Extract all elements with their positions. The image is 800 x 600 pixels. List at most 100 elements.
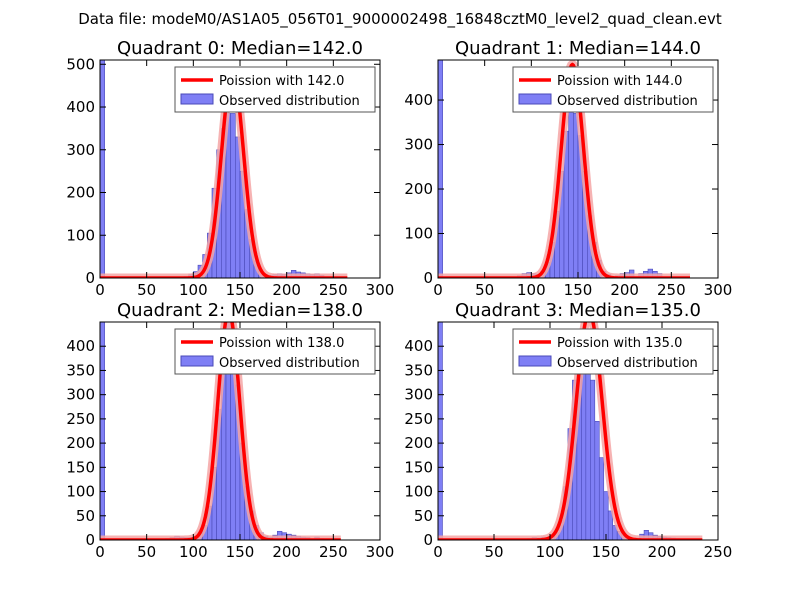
y-tick-label: 300 <box>404 136 433 154</box>
legend-bar-swatch <box>180 355 214 367</box>
x-tick-label: 200 <box>648 543 677 561</box>
legend-label-hist: Observed distribution <box>557 94 698 109</box>
y-tick-label: 0 <box>85 269 95 287</box>
legend-label-curve: Poission with 144.0 <box>557 74 682 89</box>
legend: Poission with 144.0 Observed distribution <box>512 66 714 113</box>
histogram-bar <box>585 345 591 540</box>
histogram-bar <box>594 421 600 540</box>
x-tick-label: 50 <box>475 281 494 299</box>
chart-panel-1: 0 50 100 150 200 250 300 0 100 200 300 400 Quadrant … <box>404 38 732 299</box>
x-tick-label: 300 <box>366 543 395 561</box>
figure-title: Data file: modeM0/AS1A05_056T01_90000024… <box>78 10 722 29</box>
y-tick-label: 500 <box>66 55 95 73</box>
legend: Poission with 142.0 Observed distribution <box>174 66 376 113</box>
histogram-bar <box>573 113 579 278</box>
x-tick-label: 50 <box>137 543 156 561</box>
chart-title: Quadrant 3: Median=135.0 <box>455 300 701 321</box>
chart-panel-0: 0 50 100 150 200 250 300 0 100 200 300 400 500 Quadra… <box>66 38 394 299</box>
y-tick-label: 400 <box>66 98 95 116</box>
x-tick-label: 250 <box>657 281 686 299</box>
legend: Poission with 135.0 Observed distribution <box>512 328 714 375</box>
x-tick-label: 50 <box>137 281 156 299</box>
x-tick-label: 100 <box>536 543 565 561</box>
x-tick-label: 200 <box>272 543 301 561</box>
x-tick-label: 300 <box>704 281 733 299</box>
plot-content <box>100 60 351 278</box>
legend-label-hist: Observed distribution <box>557 356 698 371</box>
y-tick-label: 0 <box>85 531 95 549</box>
y-tick-label: 400 <box>404 337 433 355</box>
histogram-bar <box>230 113 236 278</box>
x-tick-label: 0 <box>433 281 443 299</box>
y-tick-label: 50 <box>76 507 95 525</box>
x-tick-label: 150 <box>226 281 255 299</box>
poisson-curve <box>438 322 703 540</box>
legend-label-curve: Poission with 135.0 <box>557 336 682 351</box>
y-tick-label: 150 <box>404 458 433 476</box>
y-tick-label: 200 <box>66 434 95 452</box>
x-tick-label: 150 <box>592 543 621 561</box>
y-tick-label: 350 <box>66 361 95 379</box>
x-tick-label: 250 <box>704 543 733 561</box>
y-tick-label: 200 <box>66 184 95 202</box>
x-tick-label: 150 <box>564 281 593 299</box>
x-tick-label: 150 <box>226 543 255 561</box>
histogram-bar <box>100 322 105 540</box>
poisson-curve <box>100 71 349 278</box>
panels: 0 50 100 150 200 250 3000100200300400500Quadra… <box>66 38 732 561</box>
legend-label-hist: Observed distribution <box>219 94 360 109</box>
histogram-bar <box>100 60 105 278</box>
y-tick-label: 200 <box>404 180 433 198</box>
histogram-bar <box>235 136 241 278</box>
chart-panel-2: 0 50 100 150 200 250 3000501001502002503003504… <box>66 300 394 561</box>
x-tick-label: 300 <box>366 281 395 299</box>
chart-title: Quadrant 2: Median=138.0 <box>117 300 363 321</box>
x-tick-label: 0 <box>95 281 105 299</box>
y-tick-label: 100 <box>66 226 95 244</box>
legend: Poission with 138.0 Observed distribution <box>174 328 376 375</box>
y-tick-label: 100 <box>66 483 95 501</box>
histogram-bar <box>590 379 596 540</box>
x-tick-label: 200 <box>610 281 639 299</box>
y-tick-label: 150 <box>66 458 95 476</box>
histogram-bar <box>438 60 443 278</box>
x-tick-label: 50 <box>484 543 503 561</box>
x-tick-label: 250 <box>319 543 348 561</box>
histogram-bar <box>598 457 605 540</box>
y-tick-label: 100 <box>404 225 433 243</box>
axes-frame <box>437 321 719 541</box>
legend-bar-swatch <box>518 355 552 367</box>
y-tick-label: 300 <box>66 386 95 404</box>
y-tick-label: 250 <box>404 410 433 428</box>
chart-panel-3: 0 50 100 150 200 250050100150200250300350400Q… <box>404 300 732 561</box>
poisson-curve <box>438 62 691 278</box>
histogram-bar <box>438 322 443 540</box>
y-tick-label: 50 <box>414 507 433 525</box>
y-tick-label: 400 <box>404 91 433 109</box>
chart-title: Quadrant 0: Median=142.0 <box>117 38 363 59</box>
plot-content <box>438 60 694 278</box>
legend-label-curve: Poission with 142.0 <box>219 74 344 89</box>
legend-bar-swatch <box>518 93 552 105</box>
legend-label-hist: Observed distribution <box>219 356 360 371</box>
y-tick-label: 100 <box>404 483 433 501</box>
x-tick-label: 0 <box>433 543 443 561</box>
y-tick-label: 300 <box>404 386 433 404</box>
y-tick-label: 300 <box>66 141 95 159</box>
histogram-bar <box>603 491 609 540</box>
y-tick-label: 0 <box>423 269 433 287</box>
y-tick-label: 400 <box>66 337 95 355</box>
y-tick-label: 0 <box>423 531 433 549</box>
legend-bar-swatch <box>180 93 214 105</box>
x-tick-label: 0 <box>95 543 105 561</box>
y-tick-label: 350 <box>404 361 433 379</box>
x-tick-label: 200 <box>272 281 301 299</box>
x-tick-label: 100 <box>179 543 208 561</box>
x-tick-label: 250 <box>319 281 348 299</box>
y-tick-label: 200 <box>404 434 433 452</box>
y-tick-label: 250 <box>66 410 95 428</box>
chart-title: Quadrant 1: Median=144.0 <box>455 38 701 59</box>
x-tick-label: 100 <box>517 281 546 299</box>
legend-label-curve: Poission with 138.0 <box>219 336 344 351</box>
